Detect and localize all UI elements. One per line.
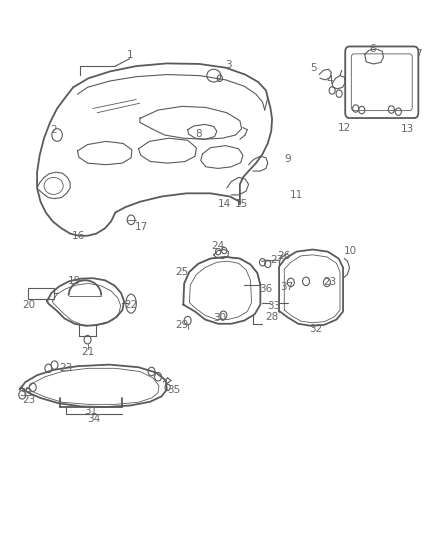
Text: 19: 19 (68, 276, 81, 286)
Text: 23: 23 (59, 364, 72, 373)
Text: 30: 30 (213, 313, 226, 324)
Text: 24: 24 (212, 241, 225, 252)
Text: 4: 4 (327, 75, 333, 85)
Text: 5: 5 (311, 63, 317, 72)
Text: 28: 28 (265, 312, 279, 322)
Text: 13: 13 (400, 124, 413, 134)
Text: 14: 14 (218, 199, 231, 209)
Text: 27: 27 (270, 255, 283, 265)
Text: 25: 25 (175, 267, 189, 277)
Text: 21: 21 (81, 348, 94, 358)
Text: 7: 7 (415, 50, 422, 59)
Text: 20: 20 (22, 300, 35, 310)
Text: 2: 2 (50, 125, 57, 135)
Text: 33: 33 (267, 301, 280, 311)
Text: 32: 32 (309, 324, 322, 334)
Text: 17: 17 (135, 222, 148, 232)
Text: 29: 29 (175, 320, 189, 330)
Text: 15: 15 (235, 199, 248, 209)
Text: 6: 6 (369, 44, 375, 54)
Text: 35: 35 (167, 384, 180, 394)
Text: 11: 11 (290, 190, 303, 200)
Text: 9: 9 (284, 155, 291, 164)
Text: 12: 12 (338, 123, 351, 133)
Text: 22: 22 (124, 300, 138, 310)
Text: 3: 3 (225, 60, 232, 70)
Text: 1: 1 (127, 51, 133, 60)
Text: 10: 10 (344, 246, 357, 256)
Text: 36: 36 (259, 284, 272, 294)
Text: 23: 23 (323, 277, 337, 287)
Text: 16: 16 (72, 231, 85, 241)
Text: 23: 23 (22, 395, 35, 405)
Bar (28, 288, 53, 300)
Text: 34: 34 (87, 414, 100, 424)
Text: 8: 8 (195, 129, 201, 139)
Text: 33: 33 (19, 387, 32, 398)
Text: 31: 31 (84, 406, 97, 416)
Text: 26: 26 (277, 251, 290, 261)
Text: 37: 37 (280, 281, 293, 292)
